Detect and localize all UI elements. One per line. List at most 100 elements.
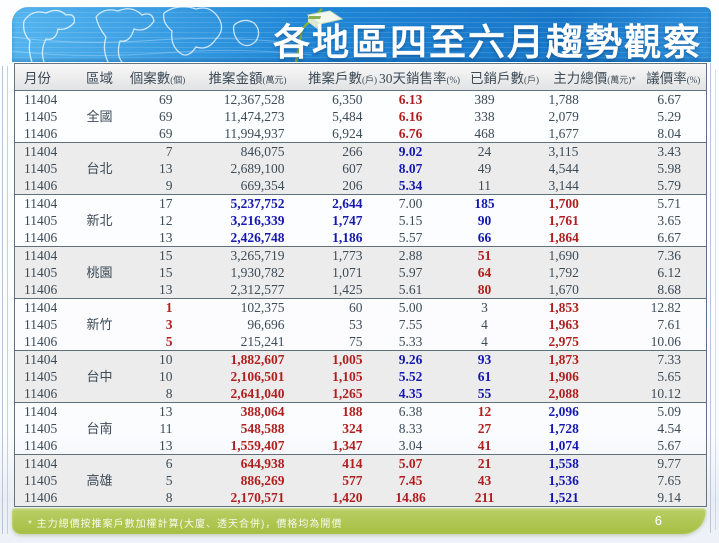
cases-cell: 9	[126, 177, 189, 195]
price-cell: 1,906	[548, 368, 641, 385]
region-cell: 桃園	[72, 246, 127, 299]
cases-cell: 13	[126, 402, 189, 420]
column-header: 個案數(個)	[126, 63, 189, 91]
price-cell: 1,864	[548, 230, 579, 245]
table-row: 11405 11 548,588 324 8.33 27 1,728 4.54	[15, 420, 707, 437]
cases-cell: 7	[126, 142, 189, 160]
units-cell: 324	[342, 421, 363, 436]
table-row: 11406 13 1,559,407 1,347 3.04 41 1,074 5.67	[15, 437, 707, 455]
table-row: 11405 3 96,696 53 7.55 4 1,963 7.61	[15, 316, 707, 333]
units-cell: 2,644	[306, 194, 379, 212]
nego-cell: 7.65	[640, 472, 707, 489]
sold-cell: 55	[460, 385, 549, 403]
nego-cell: 6.12	[640, 264, 707, 281]
cases-cell: 15	[126, 246, 189, 264]
sold-cell: 49	[460, 160, 549, 177]
month-cell: 11404	[14, 246, 73, 264]
units-cell: 577	[306, 472, 379, 489]
price-cell: 1,677	[548, 126, 579, 141]
units-cell: 1,425	[306, 281, 379, 299]
nego-cell: 6.67	[657, 230, 681, 245]
month-cell: 11404	[14, 194, 73, 212]
nego-cell: 8.68	[640, 281, 707, 299]
rate30-cell: 5.07	[378, 454, 461, 472]
rate30-cell: 7.00	[378, 194, 461, 212]
rate30-cell: 9.02	[378, 142, 461, 160]
amount-cell: 2,106,501	[188, 368, 307, 385]
table-row: 11406 5 215,241 75 5.33 4 2,975 10.06	[15, 333, 707, 351]
right-frame-line	[715, 70, 716, 530]
price-cell: 1,788	[548, 92, 579, 107]
cases-cell: 15	[126, 264, 189, 281]
table-row: 11406 8 2,641,040 1,265 4.35 55 2,088 10.12	[14, 385, 707, 403]
column-header: 30天銷售率(%)	[378, 63, 461, 91]
month-cell: 11404	[14, 142, 73, 160]
amount-cell: 5,237,752	[188, 194, 307, 212]
table-row: 11405 15 1,930,782 1,071 5.97 64 1,792 6.12	[14, 264, 707, 281]
units-cell: 1,005	[306, 350, 379, 368]
amount-cell: 548,588	[240, 421, 285, 436]
price-cell: 1,521	[548, 489, 641, 507]
month-cell: 11404	[14, 298, 73, 316]
table-row: 11405 12 3,216,339 1,747 5.15 90 1,761 3.65	[15, 212, 707, 229]
table-row: 11404 高雄 6 644,938 414 5.07 21 1,558 9.77	[14, 454, 707, 507]
month-cell: 11406	[14, 281, 73, 299]
rate30-cell: 14.86	[378, 489, 461, 507]
page-number: 6	[654, 513, 662, 528]
nego-cell: 5.65	[640, 368, 707, 385]
rate30-cell: 6.13	[398, 92, 423, 107]
amount-cell: 1,559,407	[230, 438, 285, 453]
table-row: 11405 5 886,269 577 7.45 43 1,536 7.65	[14, 472, 707, 489]
price-cell: 3,115	[548, 142, 641, 160]
region-cell: 全國	[86, 109, 113, 124]
nego-cell: 3.43	[640, 142, 707, 160]
cases-cell: 69	[159, 109, 173, 124]
footnote: * 主力總價按推案戶數加權計算(大廈、透天合併)，價格均為開價	[28, 519, 343, 530]
rate30-cell: 7.45	[378, 472, 461, 489]
month-cell: 11406	[24, 438, 58, 453]
rate30-cell: 8.07	[378, 160, 461, 177]
price-cell: 1,873	[548, 350, 641, 368]
column-header: 區域	[72, 63, 127, 91]
sold-cell: 64	[460, 264, 549, 281]
units-cell: 607	[306, 160, 379, 177]
column-header: 已銷戶數(戶)	[460, 63, 549, 91]
table-row: 11405 69 11,474,273 5,484 6.16 338 2,079 5.29	[15, 108, 707, 125]
cases-cell: 13	[159, 230, 173, 245]
column-header: 議價率(%)	[640, 63, 707, 91]
rate30-cell: 3.04	[398, 438, 423, 453]
units-cell: 414	[306, 454, 379, 472]
column-header: 主力總價(萬元)*	[548, 63, 641, 91]
amount-cell: 2,312,577	[188, 281, 307, 299]
price-cell: 4,544	[548, 160, 641, 177]
amount-cell: 12,367,528	[223, 92, 285, 107]
table-row: 11404 全國 69 12,367,528 6,350 6.13 389 1,788 6.67	[15, 91, 707, 124]
price-cell: 1,700	[548, 194, 641, 212]
rate30-cell: 2.88	[378, 246, 461, 264]
units-cell: 206	[306, 177, 379, 195]
month-cell: 11405	[24, 109, 58, 124]
units-cell: 1,105	[306, 368, 379, 385]
month-cell: 11406	[14, 489, 73, 507]
nego-cell: 5.09	[640, 402, 707, 420]
month-cell: 11405	[14, 264, 73, 281]
table-row: 11404 台中 10 1,882,607 1,005 9.26 93 1,873 7.33	[14, 350, 707, 403]
table-row: 11404 台北 7 846,075 266 9.02 24 3,115 3.43	[14, 142, 707, 195]
sold-cell: 27	[477, 421, 492, 436]
cases-cell: 5	[126, 472, 189, 489]
cases-cell: 8	[126, 489, 189, 507]
nego-cell: 7.36	[640, 246, 707, 264]
rate30-cell: 5.61	[378, 281, 461, 299]
price-cell: 2,088	[548, 385, 641, 403]
price-cell: 1,670	[548, 281, 641, 299]
cases-cell: 10	[126, 368, 189, 385]
cases-cell: 12	[159, 213, 173, 228]
column-header: 月份	[14, 63, 73, 91]
rate30-cell: 5.57	[398, 230, 423, 245]
nego-cell: 5.67	[657, 438, 681, 453]
cases-cell: 11	[159, 421, 173, 436]
sold-cell: 41	[477, 438, 492, 453]
month-cell: 11406	[24, 334, 58, 349]
nego-cell: 12.82	[640, 298, 707, 316]
price-cell: 1,536	[548, 472, 641, 489]
